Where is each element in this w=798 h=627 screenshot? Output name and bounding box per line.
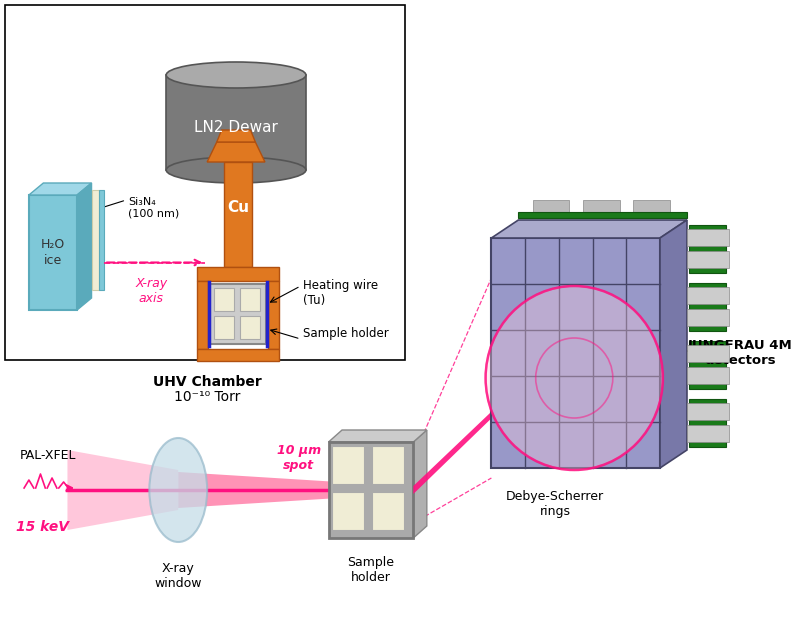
Ellipse shape — [166, 157, 306, 183]
Polygon shape — [689, 225, 725, 273]
Polygon shape — [533, 200, 570, 216]
Polygon shape — [633, 200, 670, 216]
Text: LN2 Dewar: LN2 Dewar — [194, 120, 278, 135]
Text: Heating wire
(Tu): Heating wire (Tu) — [302, 279, 377, 307]
FancyBboxPatch shape — [329, 442, 413, 538]
FancyBboxPatch shape — [29, 195, 77, 310]
FancyBboxPatch shape — [196, 349, 279, 361]
Text: 10⁻¹⁰ Torr: 10⁻¹⁰ Torr — [174, 390, 240, 404]
Text: PAL-XFEL: PAL-XFEL — [19, 449, 76, 462]
Polygon shape — [68, 450, 178, 530]
Text: UHV Chamber: UHV Chamber — [152, 375, 262, 389]
FancyBboxPatch shape — [166, 75, 306, 170]
FancyBboxPatch shape — [5, 5, 405, 360]
Polygon shape — [660, 220, 687, 468]
Polygon shape — [413, 375, 530, 494]
Polygon shape — [687, 345, 729, 362]
FancyBboxPatch shape — [196, 267, 279, 281]
Text: H₂O
ice: H₂O ice — [41, 238, 65, 266]
Polygon shape — [689, 399, 725, 447]
Text: JUNGFRAU 4M
detectors: JUNGFRAU 4M detectors — [688, 339, 792, 367]
FancyBboxPatch shape — [93, 190, 99, 290]
Polygon shape — [687, 367, 729, 384]
Polygon shape — [687, 229, 729, 246]
FancyBboxPatch shape — [210, 284, 266, 344]
FancyBboxPatch shape — [240, 316, 260, 339]
Polygon shape — [687, 403, 729, 420]
Text: Si₃N₄
(100 nm): Si₃N₄ (100 nm) — [128, 197, 180, 219]
Text: X-ray
window: X-ray window — [155, 562, 202, 590]
Polygon shape — [687, 287, 729, 304]
Polygon shape — [77, 183, 92, 310]
FancyBboxPatch shape — [99, 190, 104, 290]
Polygon shape — [178, 472, 371, 508]
FancyBboxPatch shape — [214, 316, 234, 339]
Polygon shape — [207, 142, 265, 162]
Text: Debye-Scherrer
rings: Debye-Scherrer rings — [506, 490, 604, 518]
FancyBboxPatch shape — [268, 281, 279, 349]
Polygon shape — [217, 130, 255, 142]
Polygon shape — [689, 283, 725, 331]
Polygon shape — [687, 425, 729, 442]
Text: Sample holder: Sample holder — [302, 327, 389, 340]
Polygon shape — [329, 430, 427, 442]
Text: Cu: Cu — [227, 199, 249, 214]
FancyBboxPatch shape — [333, 492, 364, 530]
FancyBboxPatch shape — [372, 446, 404, 484]
Polygon shape — [687, 251, 729, 268]
FancyBboxPatch shape — [492, 238, 660, 468]
Polygon shape — [583, 200, 619, 216]
Text: X-ray
axis: X-ray axis — [135, 278, 168, 305]
FancyBboxPatch shape — [372, 492, 404, 530]
FancyBboxPatch shape — [223, 162, 252, 267]
FancyBboxPatch shape — [333, 446, 364, 484]
Polygon shape — [29, 183, 92, 195]
FancyBboxPatch shape — [240, 288, 260, 311]
FancyBboxPatch shape — [214, 288, 234, 311]
Text: Sample
holder: Sample holder — [347, 556, 394, 584]
Polygon shape — [413, 430, 427, 538]
Polygon shape — [689, 341, 725, 389]
Text: 15 keV: 15 keV — [17, 520, 69, 534]
Circle shape — [486, 286, 663, 470]
Polygon shape — [492, 220, 687, 238]
Polygon shape — [687, 309, 729, 326]
Ellipse shape — [166, 62, 306, 88]
Text: 10 μm
spot: 10 μm spot — [277, 444, 321, 472]
Ellipse shape — [149, 438, 207, 542]
Polygon shape — [519, 212, 687, 218]
FancyBboxPatch shape — [196, 281, 208, 349]
